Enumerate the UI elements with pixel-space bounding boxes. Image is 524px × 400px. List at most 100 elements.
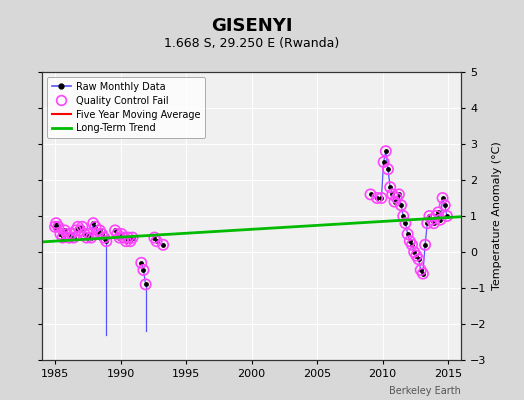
Point — [61, 227, 69, 234]
Point — [89, 220, 97, 226]
Point — [395, 191, 403, 198]
Point — [87, 234, 95, 241]
Point — [159, 242, 167, 248]
Point — [432, 213, 440, 219]
Point — [419, 270, 427, 277]
Point — [392, 195, 401, 201]
Point — [150, 234, 159, 241]
Point — [59, 234, 67, 241]
Point — [386, 184, 395, 190]
Point — [113, 231, 122, 237]
Point — [399, 213, 408, 219]
Point — [401, 220, 410, 226]
Point — [117, 231, 126, 237]
Point — [126, 238, 135, 244]
Point — [91, 224, 100, 230]
Point — [434, 209, 442, 216]
Point — [152, 238, 161, 244]
Point — [412, 252, 421, 259]
Point — [115, 234, 124, 241]
Point — [141, 281, 150, 288]
Point — [95, 227, 104, 234]
Point — [74, 224, 82, 230]
Point — [67, 231, 75, 237]
Point — [436, 216, 444, 223]
Point — [419, 270, 427, 277]
Point — [80, 231, 89, 237]
Point — [399, 213, 408, 219]
Point — [85, 231, 93, 237]
Point — [436, 216, 444, 223]
Point — [412, 252, 421, 259]
Point — [124, 234, 133, 241]
Point — [390, 198, 399, 205]
Point — [139, 267, 148, 273]
Text: Berkeley Earth: Berkeley Earth — [389, 386, 461, 396]
Point — [414, 256, 423, 262]
Point — [139, 267, 148, 273]
Point — [403, 231, 412, 237]
Point — [113, 231, 122, 237]
Title: 1.668 S, 29.250 E (Rwanda): 1.668 S, 29.250 E (Rwanda) — [164, 37, 339, 50]
Point — [410, 249, 418, 255]
Point — [122, 238, 130, 244]
Point — [100, 234, 108, 241]
Point — [100, 234, 108, 241]
Point — [441, 202, 449, 208]
Point — [406, 238, 414, 244]
Point — [98, 231, 106, 237]
Point — [390, 198, 399, 205]
Point — [95, 227, 104, 234]
Point — [128, 234, 137, 241]
Point — [443, 213, 451, 219]
Point — [56, 231, 64, 237]
Point — [392, 195, 401, 201]
Point — [428, 216, 436, 223]
Point — [63, 231, 71, 237]
Point — [408, 242, 416, 248]
Point — [379, 159, 388, 165]
Point — [82, 234, 91, 241]
Point — [117, 231, 126, 237]
Point — [152, 238, 161, 244]
Point — [111, 227, 119, 234]
Point — [408, 242, 416, 248]
Point — [406, 238, 414, 244]
Point — [126, 238, 135, 244]
Legend: Raw Monthly Data, Quality Control Fail, Five Year Moving Average, Long-Term Tren: Raw Monthly Data, Quality Control Fail, … — [47, 77, 205, 138]
Point — [51, 224, 59, 230]
Point — [65, 234, 73, 241]
Point — [54, 224, 62, 230]
Point — [381, 148, 390, 154]
Point — [76, 227, 84, 234]
Point — [373, 195, 381, 201]
Point — [111, 227, 119, 234]
Point — [401, 220, 410, 226]
Point — [384, 166, 392, 172]
Point — [87, 234, 95, 241]
Point — [115, 234, 124, 241]
Point — [69, 234, 78, 241]
Point — [65, 234, 73, 241]
Point — [381, 148, 390, 154]
Point — [98, 231, 106, 237]
Point — [423, 220, 431, 226]
Point — [63, 231, 71, 237]
Point — [102, 238, 111, 244]
Point — [397, 202, 405, 208]
Point — [69, 234, 78, 241]
Point — [410, 249, 418, 255]
Point — [59, 234, 67, 241]
Point — [428, 216, 436, 223]
Point — [85, 231, 93, 237]
Point — [430, 220, 438, 226]
Point — [137, 260, 146, 266]
Point — [78, 224, 86, 230]
Point — [74, 224, 82, 230]
Point — [141, 281, 150, 288]
Point — [137, 260, 146, 266]
Point — [421, 242, 429, 248]
Point — [122, 238, 130, 244]
Point — [52, 220, 60, 226]
Point — [434, 209, 442, 216]
